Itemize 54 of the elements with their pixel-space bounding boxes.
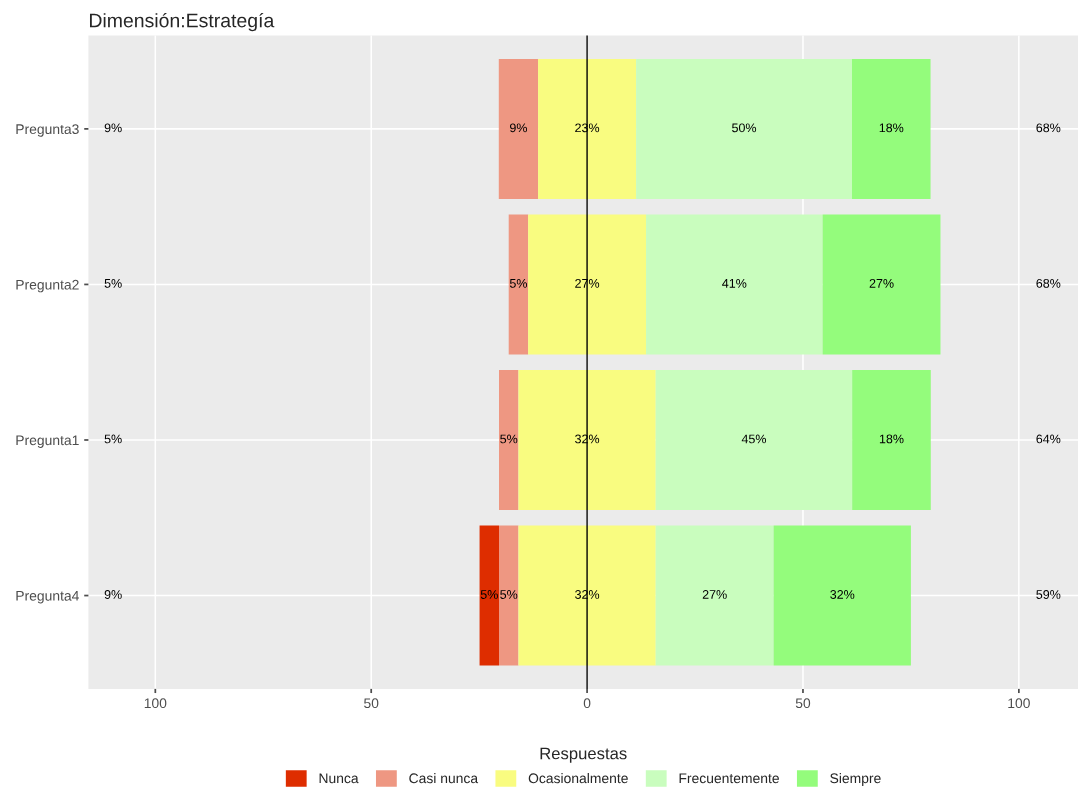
legend-label: Frecuentemente [679,773,779,784]
data-label: 41% [722,279,747,288]
data-label: 5% [480,590,498,599]
y-tick-label: Pregunta1 [16,435,79,448]
x-tick-label: 0 [583,698,591,709]
annotation: 68% [1036,123,1061,133]
legend-label: Nunca [319,773,359,784]
annotation: 5% [104,434,122,444]
bar [852,369,931,510]
bar [538,58,637,199]
data-label: 18% [879,434,904,444]
annotation: 64% [1036,434,1061,444]
y-tick-label: Pregunta2 [16,279,79,293]
legend-label: Siempre [830,773,881,786]
chart-title: Dimensión:Estrategía [89,12,275,32]
bar [646,214,823,355]
annotation: 59% [1036,590,1061,599]
bar [655,369,853,510]
legend-label: Casi nunca [409,773,479,784]
bar [499,525,519,666]
data-label: 50% [732,123,757,133]
x-tick-label: 100 [1008,698,1030,709]
data-label: 32% [830,590,855,599]
annotation: 68% [1036,278,1061,288]
annotation: 5% [104,279,122,288]
data-label: 27% [702,590,727,599]
bar [518,525,656,666]
bar [518,369,656,510]
bar [851,58,931,199]
legend-label: Ocasionalmente [528,773,628,784]
bar [773,525,911,666]
annotation: 9% [104,123,122,133]
y-tick-label: Pregunta3 [16,124,79,137]
bar [655,525,774,666]
x-tick-label: 50 [364,698,379,709]
data-label: 45% [741,434,767,444]
bar [822,214,941,355]
annotation: 9% [104,590,122,599]
bar [528,214,647,355]
data-label: 18% [879,123,904,133]
bar [508,214,529,355]
data-label: 27% [869,278,894,288]
bar [499,369,519,510]
x-tick-label: 100 [144,698,167,709]
data-label: 5% [500,434,518,444]
x-tick-label: 50 [795,698,811,709]
y-tick-label: Pregunta4 [16,591,79,604]
bar [479,525,499,666]
legend-title: Respuestas [540,747,627,763]
data-label: 9% [509,123,528,133]
data-label: 5% [509,279,528,288]
data-label: 5% [500,590,518,599]
bar [636,58,852,199]
bar [498,58,539,199]
